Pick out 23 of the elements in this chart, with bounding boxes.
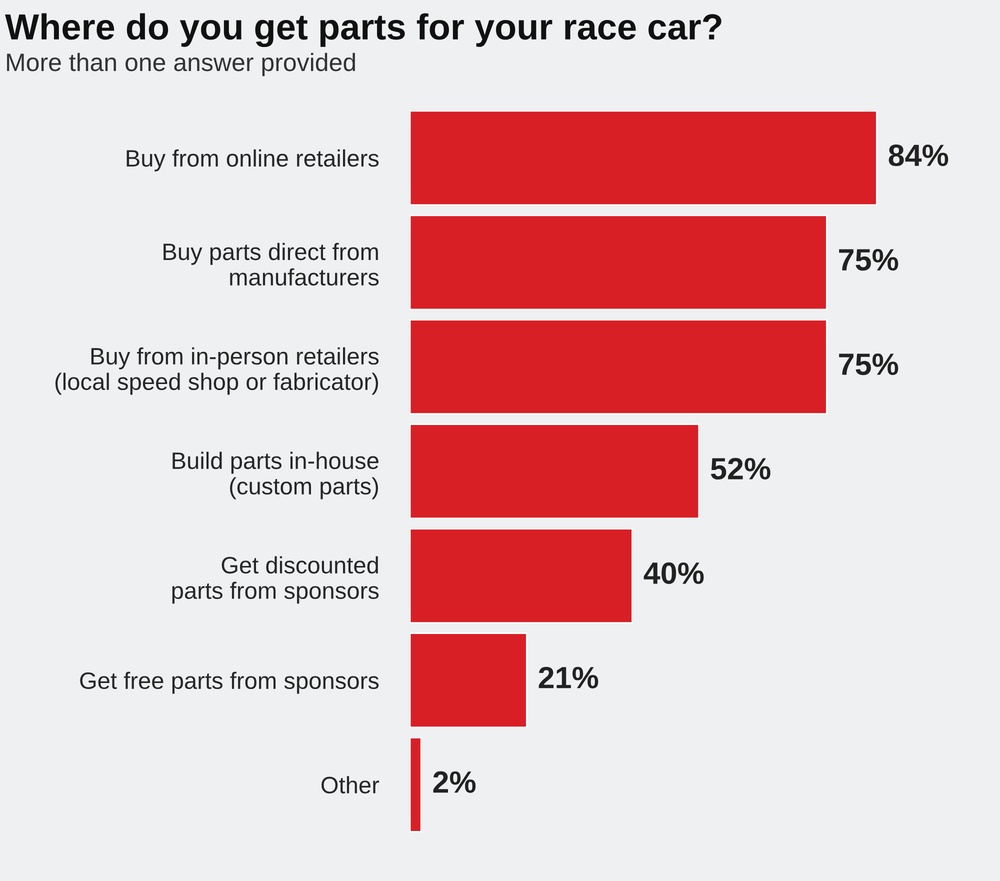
data-label: 2%	[433, 771, 476, 793]
y-tick-label: Build parts in-house (custom parts)	[172, 452, 378, 500]
bar	[410, 632, 528, 728]
bar	[410, 528, 633, 624]
data-label: 75%	[839, 354, 898, 376]
y-tick-label: Buy from online retailers	[126, 149, 379, 172]
y-tick-label: Other	[322, 776, 380, 794]
y-tick-label: Buy parts direct from manufacturers	[164, 242, 379, 286]
y-tick-label: Get discounted parts from sponsors	[172, 556, 379, 604]
y-tick-label: Buy from in-person retailers (local speed shop or fabricator)	[55, 347, 379, 395]
data-label: 75%	[839, 249, 898, 271]
data-label: 84%	[888, 144, 948, 166]
text: More than one answer provided	[7, 52, 355, 76]
chart-title: Where do you get parts for your race car?	[5, 13, 722, 48]
data-label: 40%	[644, 562, 704, 584]
data-label: 52%	[710, 458, 770, 480]
bar	[410, 214, 828, 310]
data-label: 21%	[538, 666, 598, 688]
bar	[410, 424, 700, 520]
y-tick-label: Get free parts from sponsors	[80, 672, 379, 694]
bar	[410, 110, 878, 206]
bar	[410, 737, 422, 832]
bar	[410, 319, 828, 415]
